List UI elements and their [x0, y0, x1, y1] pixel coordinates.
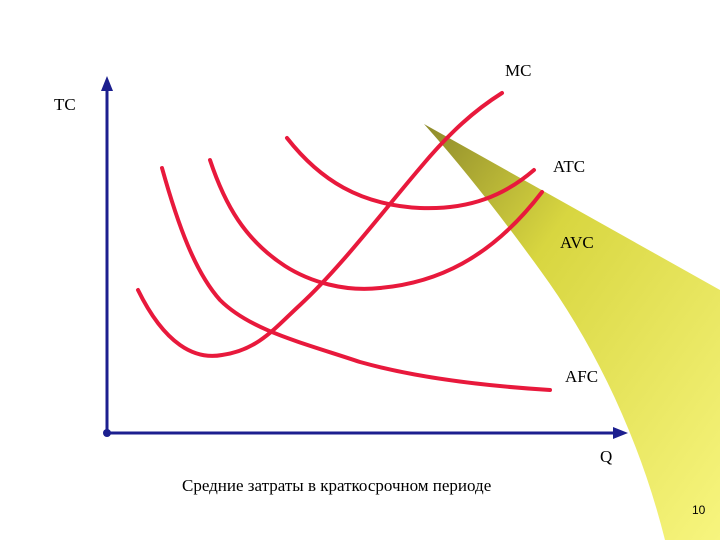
caption: Средние затраты в краткосрочном периоде — [182, 476, 492, 495]
y-axis-arrow — [101, 76, 113, 91]
mc-label: MC — [505, 61, 532, 80]
y-axis-label: TC — [54, 95, 76, 114]
page-number: 10 — [692, 503, 706, 517]
x-axis-arrow — [613, 427, 628, 439]
avc-label: AVC — [560, 233, 594, 252]
axes — [101, 76, 628, 439]
decorative-wedge — [424, 124, 720, 540]
origin-dot — [103, 429, 111, 437]
avc-curve — [208, 158, 544, 291]
atc-curve — [285, 136, 536, 211]
afc-label: AFC — [565, 367, 599, 386]
afc-curve — [160, 166, 552, 392]
atc-label: ATC — [553, 157, 586, 176]
mc-curve — [136, 91, 504, 358]
x-axis-label: Q — [600, 447, 613, 466]
